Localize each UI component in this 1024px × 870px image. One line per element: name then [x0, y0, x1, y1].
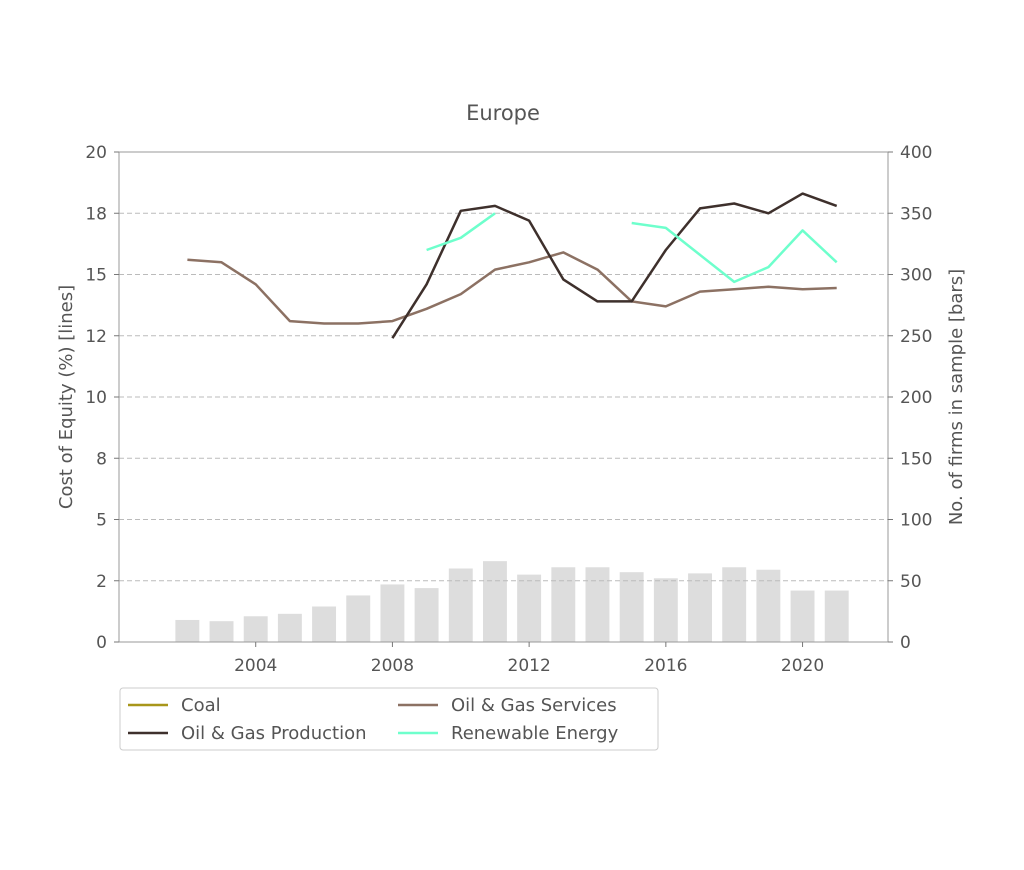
firm-count-bar [790, 590, 815, 642]
y2-axis-label: No. of firms in sample [bars] [946, 269, 967, 525]
y2-tick-label: 350 [900, 204, 932, 224]
firm-count-bar [551, 567, 576, 642]
firm-count-bar [688, 573, 712, 642]
legend-label: Renewable Energy [451, 723, 619, 744]
y-tick-label: 10 [85, 388, 107, 408]
y2-tick-label: 300 [900, 266, 932, 286]
series-line-renewable-energy [426, 212, 496, 252]
firm-count-bar [585, 567, 610, 642]
y2-tick-label: 400 [900, 143, 932, 163]
firm-count-bar [312, 606, 337, 642]
y-tick-label: 5 [96, 511, 107, 531]
firm-count-bar [414, 588, 439, 642]
series-line-oil-gas-services [187, 251, 837, 325]
firm-count-bar [517, 574, 542, 642]
y2-tick-label: 200 [900, 388, 932, 408]
legend-items: Coal Oil & Gas Services Oil & Gas Producti… [128, 695, 619, 744]
firm-count-bar [448, 568, 473, 642]
x-tick-label: 2008 [371, 656, 414, 676]
y-tick-label: 18 [85, 204, 107, 224]
legend-label: Oil & Gas Services [451, 695, 617, 716]
x-tick-label: 2016 [644, 656, 687, 676]
firm-count-bar [756, 569, 781, 642]
y-tick-label: 0 [96, 633, 107, 653]
firm-count-bar [619, 572, 644, 642]
legend: Coal Oil & Gas Services Oil & Gas Producti… [119, 687, 659, 751]
legend-label: Coal [181, 695, 221, 716]
firm-count-bar [243, 616, 268, 642]
y-tick-label: 20 [85, 143, 107, 163]
y-tick-label: 2 [96, 572, 107, 592]
firm-count-bar [722, 567, 747, 642]
legend-label: Oil & Gas Production [181, 723, 367, 744]
y2-tick-label: 100 [900, 511, 932, 531]
firm-count-bar [653, 578, 678, 642]
bars-layer [175, 561, 849, 642]
y-axis-label: Cost of Equity (%) [lines] [56, 285, 77, 509]
grid-layer [119, 212, 888, 582]
x-tick-label: 2012 [508, 656, 551, 676]
x-tick-label: 2020 [781, 656, 824, 676]
firm-count-bar [380, 584, 405, 642]
firm-count-bar [482, 561, 507, 642]
firm-count-bar [175, 619, 200, 642]
y-tick-label: 15 [85, 266, 107, 286]
chart-title: Europe [466, 101, 540, 125]
lines-layer [187, 192, 838, 339]
x-tick-label: 2004 [234, 656, 277, 676]
firm-count-bar [209, 621, 234, 642]
y2-tick-label: 0 [900, 633, 911, 653]
series-line-renewable-energy [631, 221, 838, 284]
y2-tick-label: 150 [900, 449, 932, 469]
series-line-oil-gas-production [391, 192, 838, 339]
y-tick-label: 8 [96, 449, 107, 469]
y2-tick-label: 50 [900, 572, 922, 592]
firm-count-bar [277, 613, 302, 642]
legend-box [119, 687, 659, 751]
firm-count-bar [346, 595, 371, 642]
y2-tick-label: 250 [900, 327, 932, 347]
y-tick-label: 12 [85, 327, 107, 347]
firm-count-bar [824, 590, 849, 642]
